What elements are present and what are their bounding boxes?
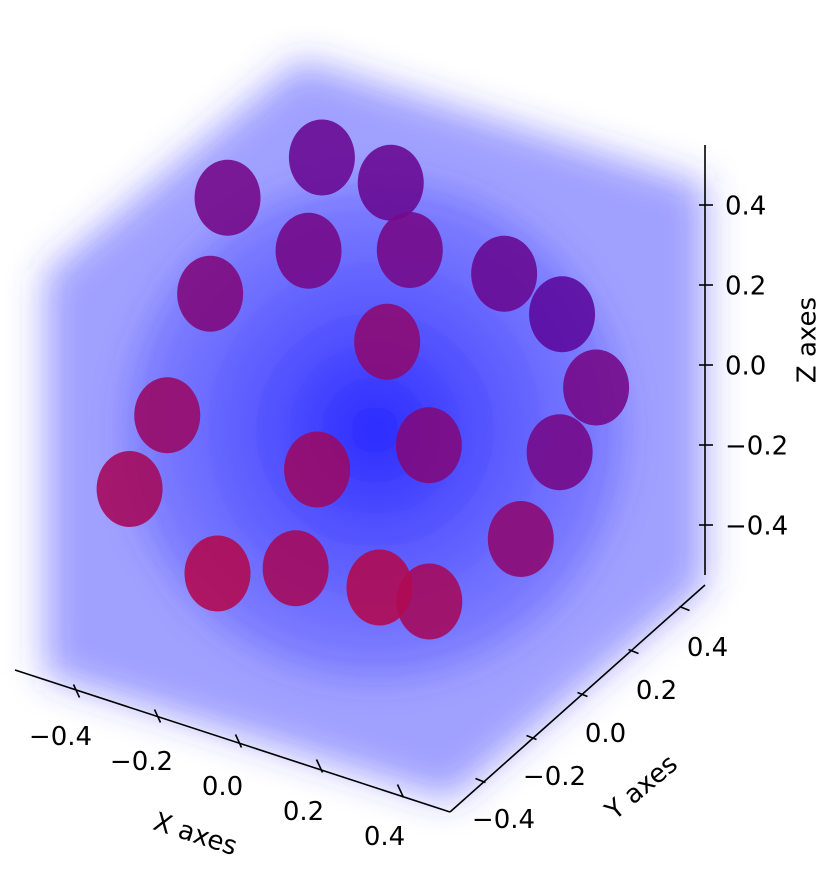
x-tick-label: 0.0 — [202, 772, 243, 802]
y-tick-label: −0.2 — [523, 762, 586, 792]
points — [96, 119, 630, 640]
y-tick-label: −0.4 — [472, 805, 535, 835]
point — [563, 349, 630, 426]
x-tick-label: 0.4 — [364, 822, 405, 852]
z-axis-label: Z axes — [793, 297, 823, 383]
point — [346, 549, 413, 626]
point — [529, 276, 596, 353]
y-tick — [577, 691, 588, 698]
z-tick-label: −0.4 — [725, 512, 788, 542]
y-tick — [475, 777, 486, 784]
x-tick-label: 0.2 — [283, 797, 324, 827]
x-tick-label: −0.2 — [110, 747, 173, 777]
y-axis — [449, 584, 706, 813]
point — [275, 212, 342, 289]
y-axis-label: Y axes — [599, 749, 684, 827]
y-tick-label: 0.2 — [636, 676, 677, 706]
point — [526, 414, 593, 491]
axes: −0.4 −0.2 0.0 0.2 0.4 −0.4 −0.2 0.0 0.2 0.4 −0.4 −0… — [14, 145, 788, 852]
x-axis-label: X axes — [150, 807, 241, 862]
y-tick — [628, 648, 639, 655]
point — [96, 451, 163, 527]
x-tick — [153, 709, 162, 723]
point — [184, 535, 251, 612]
y-tick-label: 0.0 — [585, 719, 626, 749]
point — [288, 119, 355, 196]
point — [357, 144, 424, 221]
point — [471, 235, 538, 312]
x-tick-label: −0.4 — [29, 722, 92, 752]
point — [177, 255, 244, 332]
x-tick — [234, 734, 243, 748]
point — [284, 431, 351, 508]
point — [395, 407, 462, 484]
y-tick — [526, 734, 537, 741]
point — [396, 563, 463, 640]
x-tick — [72, 684, 81, 698]
x-tick — [396, 784, 405, 798]
z-tick-label: 0.4 — [725, 192, 766, 222]
point — [354, 303, 421, 380]
z-tick-label: 0.0 — [725, 352, 766, 382]
z-tick-label: 0.2 — [725, 272, 766, 302]
z-tick-label: −0.2 — [725, 432, 788, 462]
point — [487, 501, 554, 577]
y-tick-label: 0.4 — [687, 633, 728, 663]
point — [134, 377, 201, 454]
point — [376, 212, 443, 288]
x-axis — [14, 669, 451, 813]
y-tick — [679, 605, 690, 612]
x-tick — [315, 759, 324, 773]
point — [262, 530, 329, 607]
point — [194, 159, 261, 236]
